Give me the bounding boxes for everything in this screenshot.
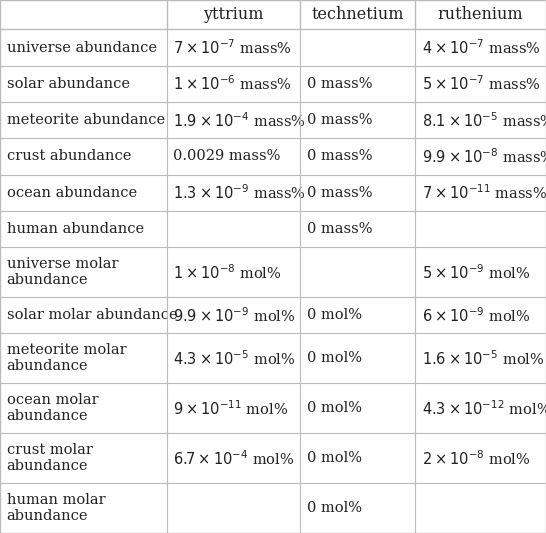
Text: $6.7\times10^{-4}$ mol%: $6.7\times10^{-4}$ mol% — [173, 449, 294, 467]
Text: $4.3\times10^{-5}$ mol%: $4.3\times10^{-5}$ mol% — [173, 349, 295, 368]
Text: human molar
abundance: human molar abundance — [7, 493, 105, 523]
Text: solar molar abundance: solar molar abundance — [7, 308, 177, 322]
Text: 0 mol%: 0 mol% — [307, 308, 362, 322]
Text: ruthenium: ruthenium — [438, 6, 523, 23]
Text: solar abundance: solar abundance — [7, 77, 129, 91]
Text: ocean molar
abundance: ocean molar abundance — [7, 393, 98, 423]
Text: $7\times10^{-7}$ mass%: $7\times10^{-7}$ mass% — [173, 38, 292, 57]
Text: meteorite abundance: meteorite abundance — [7, 113, 165, 127]
Text: 0 mol%: 0 mol% — [307, 451, 362, 465]
Text: $5\times10^{-7}$ mass%: $5\times10^{-7}$ mass% — [422, 75, 541, 93]
Text: ocean abundance: ocean abundance — [7, 186, 136, 200]
Text: 0 mol%: 0 mol% — [307, 351, 362, 365]
Text: universe abundance: universe abundance — [7, 41, 157, 54]
Text: 0 mass%: 0 mass% — [307, 113, 372, 127]
Text: crust abundance: crust abundance — [7, 149, 131, 164]
Text: 0 mol%: 0 mol% — [307, 501, 362, 515]
Text: crust molar
abundance: crust molar abundance — [7, 443, 92, 473]
Text: $5\times10^{-9}$ mol%: $5\times10^{-9}$ mol% — [422, 263, 530, 281]
Text: $1.6\times10^{-5}$ mol%: $1.6\times10^{-5}$ mol% — [422, 349, 544, 368]
Text: $6\times10^{-9}$ mol%: $6\times10^{-9}$ mol% — [422, 306, 530, 325]
Text: $8.1\times10^{-5}$ mass%: $8.1\times10^{-5}$ mass% — [422, 111, 546, 130]
Text: $1\times10^{-6}$ mass%: $1\times10^{-6}$ mass% — [173, 75, 292, 93]
Text: $1\times10^{-8}$ mol%: $1\times10^{-8}$ mol% — [173, 263, 282, 281]
Text: technetium: technetium — [311, 6, 404, 23]
Text: 0 mass%: 0 mass% — [307, 77, 372, 91]
Text: 0 mass%: 0 mass% — [307, 149, 372, 164]
Text: $2\times10^{-8}$ mol%: $2\times10^{-8}$ mol% — [422, 449, 530, 467]
Text: human abundance: human abundance — [7, 222, 144, 236]
Text: 0 mass%: 0 mass% — [307, 186, 372, 200]
Text: $4\times10^{-7}$ mass%: $4\times10^{-7}$ mass% — [422, 38, 541, 57]
Text: meteorite molar
abundance: meteorite molar abundance — [7, 343, 126, 374]
Text: 0 mol%: 0 mol% — [307, 401, 362, 415]
Text: 0 mass%: 0 mass% — [307, 222, 372, 236]
Text: $4.3\times10^{-12}$ mol%: $4.3\times10^{-12}$ mol% — [422, 399, 546, 417]
Text: $1.3\times10^{-9}$ mass%: $1.3\times10^{-9}$ mass% — [173, 183, 306, 202]
Text: $9.9\times10^{-9}$ mol%: $9.9\times10^{-9}$ mol% — [173, 306, 295, 325]
Text: $7\times10^{-11}$ mass%: $7\times10^{-11}$ mass% — [422, 183, 546, 202]
Text: $9.9\times10^{-8}$ mass%: $9.9\times10^{-8}$ mass% — [422, 147, 546, 166]
Text: 0.0029 mass%: 0.0029 mass% — [173, 149, 281, 164]
Text: $9\times10^{-11}$ mol%: $9\times10^{-11}$ mol% — [173, 399, 288, 417]
Text: universe molar
abundance: universe molar abundance — [7, 257, 118, 287]
Text: yttrium: yttrium — [203, 6, 264, 23]
Text: $1.9\times10^{-4}$ mass%: $1.9\times10^{-4}$ mass% — [173, 111, 306, 130]
